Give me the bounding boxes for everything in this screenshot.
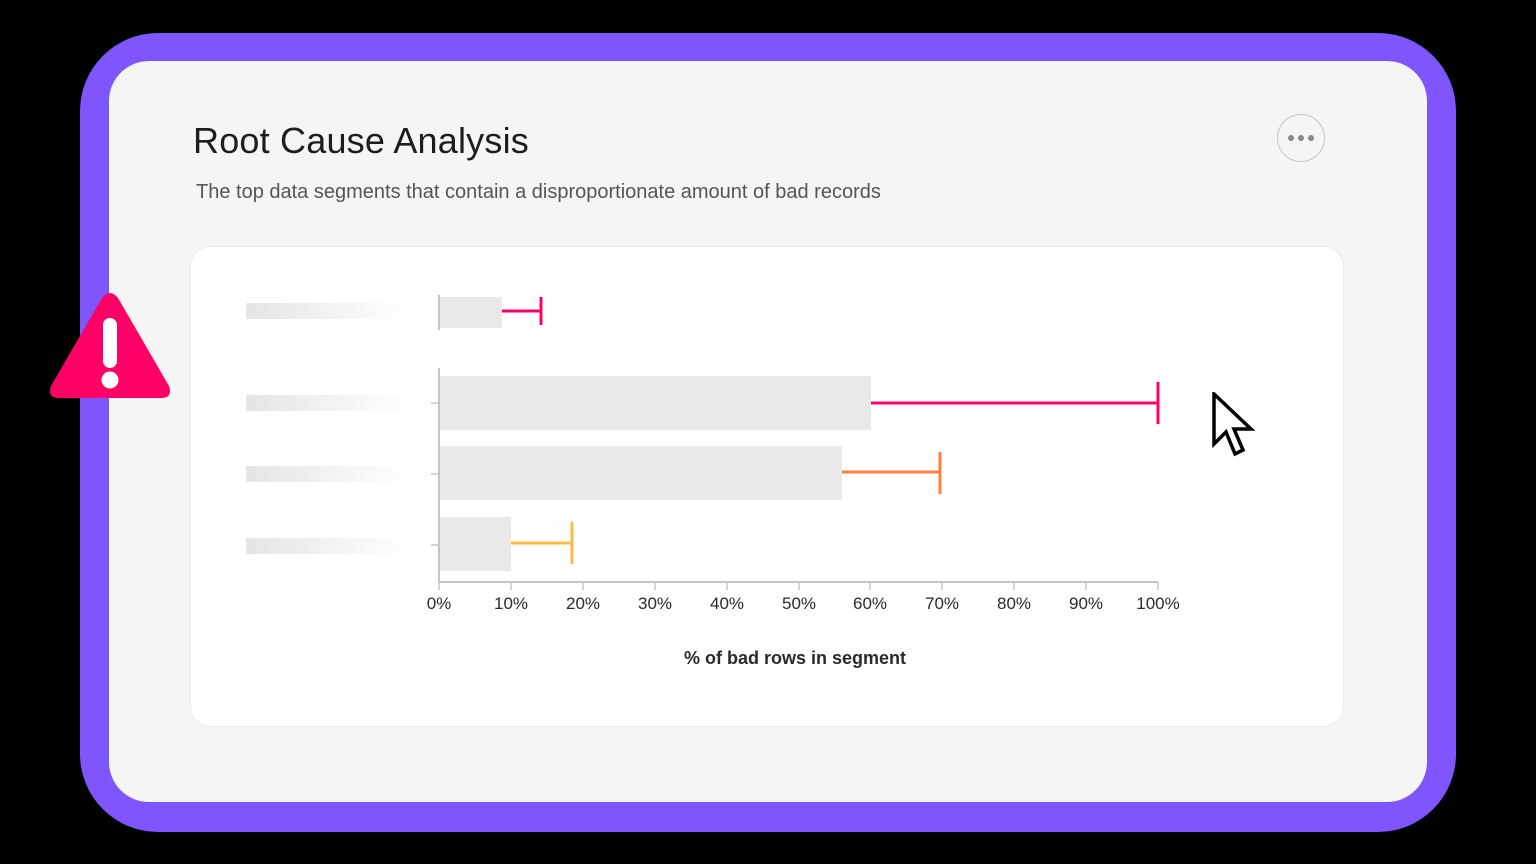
mouse-pointer-icon	[1212, 392, 1255, 457]
x-tick-label: 30%	[637, 594, 673, 613]
category-label-placeholder	[246, 303, 410, 319]
category-label-placeholder	[246, 395, 410, 411]
x-tick-label: 50%	[781, 594, 817, 613]
more-horizontal-icon-dot	[1308, 135, 1314, 141]
bar-segment-2[interactable]	[440, 446, 842, 500]
x-tick-label: 100%	[1136, 594, 1180, 613]
page-title: Root Cause Analysis	[193, 120, 529, 161]
page-subtitle: The top data segments that contain a dis…	[196, 181, 881, 203]
category-label-placeholder	[246, 466, 410, 482]
bar-overall[interactable]	[440, 297, 502, 328]
more-horizontal-icon-dot	[1298, 135, 1304, 141]
x-ticks	[438, 582, 1159, 590]
x-tick-label: 80%	[996, 594, 1032, 613]
x-tick-label: 90%	[1068, 594, 1104, 613]
x-tick-label: 70%	[924, 594, 960, 613]
x-tick-label: 10%	[493, 594, 529, 613]
x-tick-label: 60%	[852, 594, 888, 613]
category-label-placeholder	[246, 538, 410, 554]
x-tick-label: 0%	[426, 594, 452, 613]
more-horizontal-icon	[1288, 135, 1294, 141]
x-axis-title: % of bad rows in segment	[683, 648, 907, 668]
x-tick-label: 20%	[565, 594, 601, 613]
bar-segment-1[interactable]	[440, 376, 871, 430]
warning-triangle-icon	[50, 293, 170, 398]
x-tick-label: 40%	[709, 594, 745, 613]
more-options-button[interactable]	[1277, 114, 1325, 162]
bar-segment-3[interactable]	[440, 517, 511, 571]
